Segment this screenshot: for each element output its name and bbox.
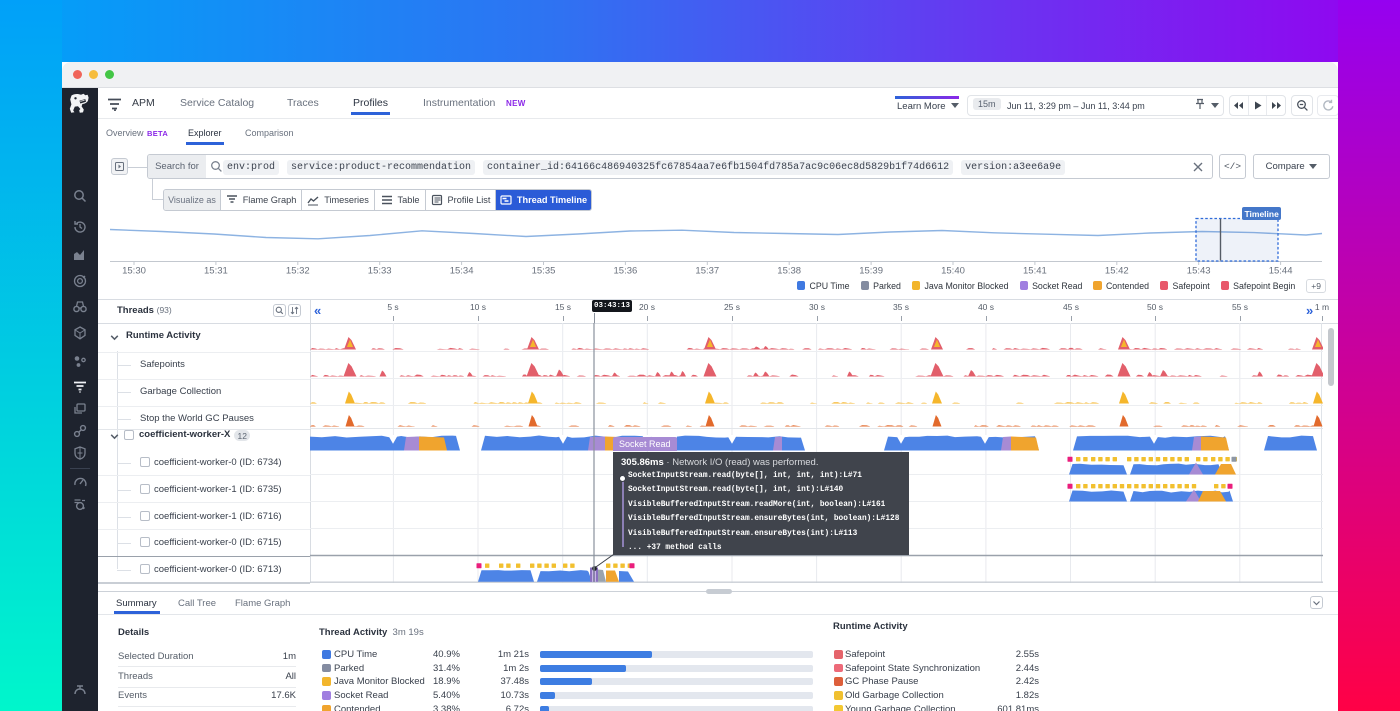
svg-text:15:31: 15:31 [204,266,228,275]
svg-text:15:37: 15:37 [695,266,719,275]
svg-text:15:44: 15:44 [1269,266,1293,275]
svg-text:15:41: 15:41 [1023,266,1047,275]
svg-text:15:36: 15:36 [614,266,638,275]
svg-text:15:33: 15:33 [368,266,392,275]
svg-text:15:34: 15:34 [450,266,474,275]
svg-text:15:32: 15:32 [286,266,310,275]
svg-text:15:30: 15:30 [122,266,146,275]
svg-text:15:40: 15:40 [941,266,965,275]
svg-text:15:39: 15:39 [859,266,883,275]
svg-text:15:35: 15:35 [532,266,556,275]
svg-text:15:43: 15:43 [1187,266,1211,275]
svg-text:15:42: 15:42 [1105,266,1129,275]
svg-text:15:38: 15:38 [777,266,801,275]
